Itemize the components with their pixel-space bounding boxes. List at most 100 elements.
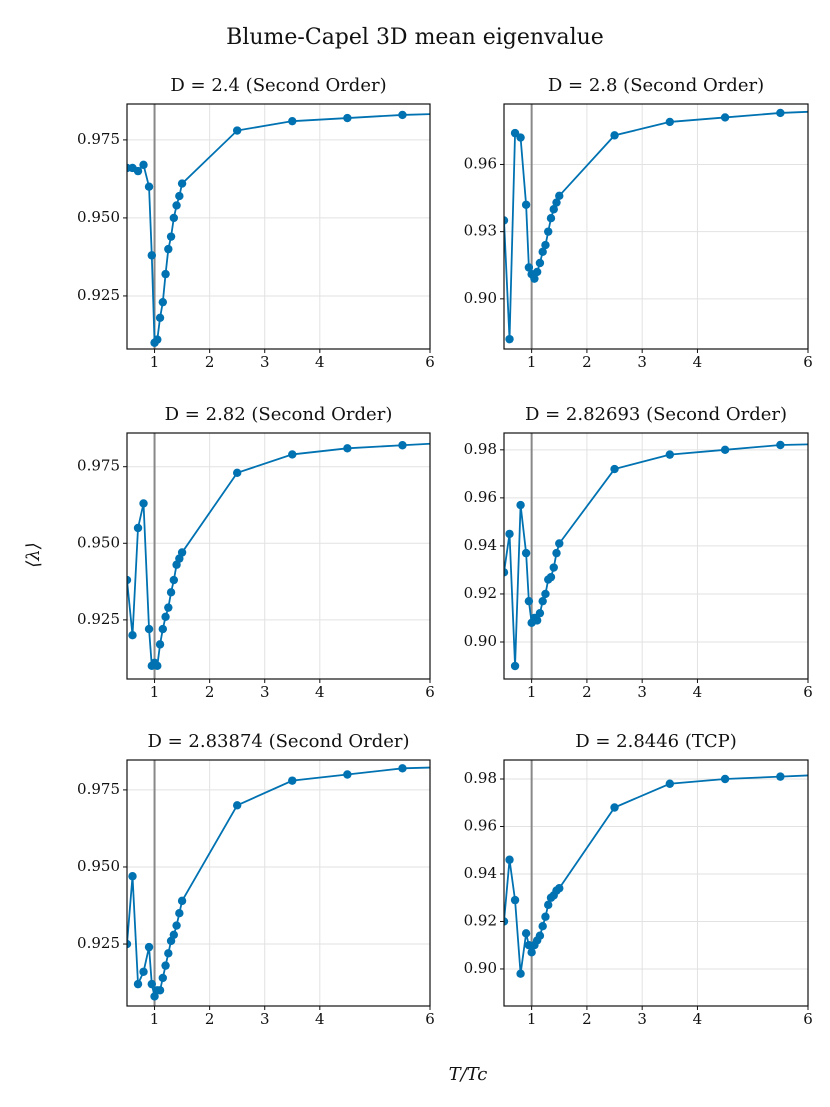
panel-title: D = 2.82693 (Second Order) — [525, 404, 787, 425]
marker — [510, 895, 520, 905]
axes-frame — [126, 759, 431, 1007]
x-tick-label: 6 — [425, 683, 435, 701]
axes-frame — [503, 759, 809, 1007]
marker — [665, 450, 675, 459]
marker — [521, 929, 531, 938]
marker — [161, 612, 170, 622]
marker — [169, 930, 179, 939]
marker — [504, 568, 509, 577]
marker — [546, 214, 556, 223]
marker — [524, 596, 534, 606]
y-tick-label: 0.98 — [464, 440, 497, 458]
marker — [549, 563, 558, 572]
panel-title: D = 2.8 (Second Order) — [548, 75, 764, 96]
x-tick-label: 3 — [260, 353, 270, 371]
marker — [524, 263, 534, 272]
marker — [516, 969, 525, 978]
y-tick-label: 0.925 — [77, 286, 120, 304]
x-tick-label: 4 — [693, 353, 703, 371]
marker — [161, 961, 170, 970]
axes-frame — [503, 432, 809, 680]
x-tick-label: 1 — [527, 353, 537, 371]
y-tick-label: 0.96 — [464, 154, 497, 172]
x-tick-label: 4 — [315, 1010, 325, 1028]
marker — [177, 896, 187, 906]
x-tick-label: 4 — [693, 683, 703, 701]
panel-title: D = 2.8446 (TCP) — [575, 731, 737, 752]
marker — [172, 921, 181, 930]
marker — [175, 191, 184, 201]
marker — [169, 575, 179, 585]
x-tick-label: 2 — [582, 353, 592, 371]
marker — [139, 499, 148, 508]
y-tick-label: 0.925 — [77, 934, 120, 952]
marker — [541, 589, 550, 599]
marker — [532, 616, 542, 625]
y-tick-label: 0.93 — [464, 222, 497, 240]
marker — [541, 240, 550, 250]
marker — [175, 909, 184, 918]
marker — [232, 468, 242, 478]
marker — [610, 131, 619, 140]
marker — [288, 776, 297, 785]
panel-title: D = 2.82 (Second Order) — [165, 404, 393, 425]
x-tick-label: 2 — [205, 1010, 215, 1028]
y-tick-label: 0.96 — [464, 816, 497, 834]
marker — [505, 334, 514, 344]
marker — [164, 244, 173, 254]
figure-title: Blume-Capel 3D mean eigenvalue — [226, 25, 604, 50]
marker — [530, 274, 539, 283]
marker — [155, 986, 165, 995]
y-tick-label: 0.975 — [77, 457, 120, 475]
marker — [665, 117, 675, 127]
marker — [155, 313, 165, 322]
marker — [776, 440, 785, 450]
marker — [538, 247, 547, 257]
marker — [544, 900, 553, 910]
marker — [532, 267, 542, 277]
x-tick-label: 6 — [803, 1010, 813, 1028]
marker — [555, 884, 564, 893]
marker — [555, 539, 564, 548]
marker — [153, 335, 162, 344]
marker — [538, 596, 547, 606]
x-tick-label: 6 — [803, 683, 813, 701]
marker — [164, 949, 173, 958]
marker — [541, 912, 550, 921]
x-tick-label: 4 — [315, 353, 325, 371]
marker — [127, 939, 132, 949]
x-tick-label: 1 — [527, 683, 537, 701]
marker — [166, 232, 176, 241]
marker — [144, 942, 154, 952]
series-line — [504, 774, 808, 974]
plot-area — [127, 110, 430, 347]
marker — [552, 548, 561, 558]
x-tick-label: 4 — [693, 1010, 703, 1028]
x-tick-label: 1 — [150, 683, 160, 701]
y-tick-label: 0.950 — [77, 208, 120, 226]
marker — [232, 126, 242, 135]
series-line — [127, 442, 430, 668]
panel-title: D = 2.83874 (Second Order) — [147, 731, 409, 752]
marker — [555, 191, 564, 201]
marker — [139, 160, 148, 170]
marker — [398, 764, 407, 773]
x-tick-label: 6 — [803, 353, 813, 371]
marker — [139, 967, 148, 976]
marker — [158, 624, 168, 634]
x-tick-label: 1 — [527, 1010, 537, 1028]
marker — [610, 803, 619, 812]
x-tick-label: 6 — [425, 1010, 435, 1028]
x-tick-label: 3 — [637, 353, 647, 371]
marker — [610, 464, 619, 474]
marker — [161, 269, 170, 279]
marker — [776, 108, 785, 118]
y-tick-label: 0.96 — [464, 488, 497, 506]
marker — [172, 201, 181, 210]
marker — [343, 770, 352, 779]
x-axis-label: T/Tc — [449, 1064, 488, 1085]
marker — [177, 179, 187, 188]
marker — [535, 258, 545, 268]
y-tick-label: 0.975 — [77, 780, 120, 798]
